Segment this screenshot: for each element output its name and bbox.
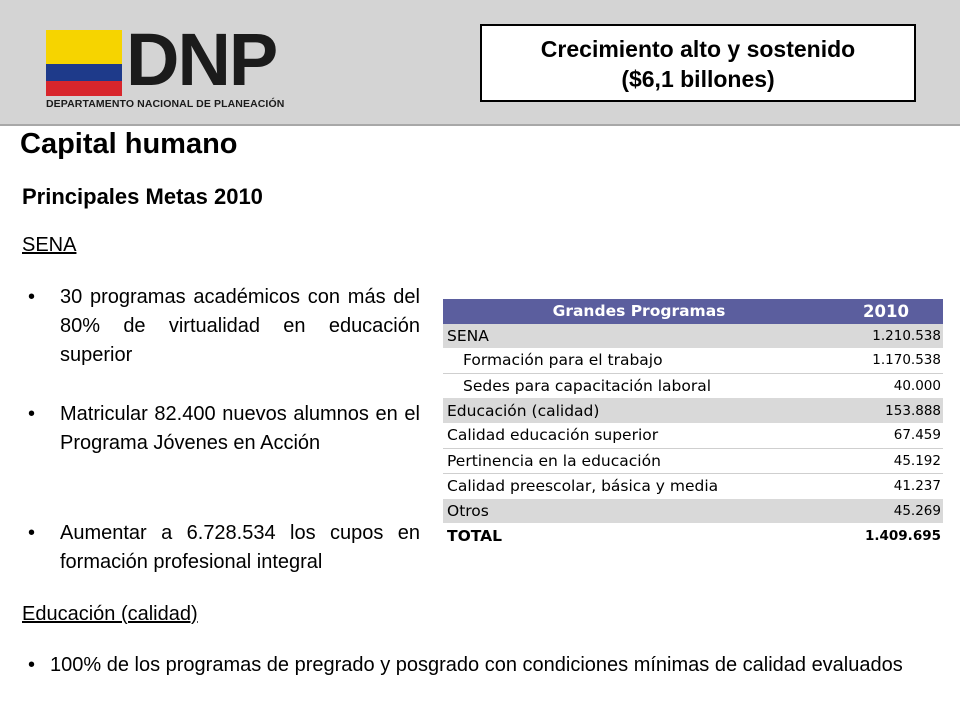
row-value: 40.000 xyxy=(831,372,943,399)
row-value: 153.888 xyxy=(831,398,943,423)
sena-bullet-text: 30 programas académicos con más del 80% … xyxy=(60,286,420,366)
row-label: Calidad preescolar, básica y media xyxy=(443,473,831,499)
sena-heading: SENA xyxy=(22,234,77,256)
table-row: Pertinencia en la educación 45.192 xyxy=(443,447,943,474)
column-header: Grandes Programas xyxy=(443,299,831,324)
row-label: Formación para el trabajo xyxy=(463,351,663,370)
table-row: Calidad educación superior 67.459 xyxy=(443,423,943,448)
table-row: SENA 1.210.538 xyxy=(443,323,943,349)
dnp-logo: DNP DEPARTAMENTO NACIONAL DE PLANEACIÓN xyxy=(46,20,306,110)
bullet-icon: • xyxy=(28,654,36,676)
row-value: 41.237 xyxy=(831,473,943,499)
list-item: • 30 programas académicos con más del 80… xyxy=(28,283,420,373)
table-header-row: Grandes Programas 2010 xyxy=(443,299,943,324)
bullet-icon: • xyxy=(28,522,36,544)
row-label: TOTAL xyxy=(447,526,502,545)
list-item: • Matricular 82.400 nuevos alumnos en el… xyxy=(28,400,420,490)
row-value: 1.210.538 xyxy=(831,323,943,349)
education-heading: Educación (calidad) xyxy=(22,603,198,625)
row-value: 1.170.538 xyxy=(872,352,941,369)
subtitle: Principales Metas 2010 xyxy=(22,184,263,209)
table-row: Sedes para capacitación laboral 40.000 xyxy=(443,372,943,399)
row-label: Pertinencia en la educación xyxy=(443,447,831,474)
sena-bullet-text: Aumentar a 6.728.534 los cupos en formac… xyxy=(60,522,420,573)
education-bullet-text: 100% de los programas de pregrado y posg… xyxy=(50,654,903,676)
table-row: Formación para el trabajo 1.170.538 xyxy=(443,348,943,373)
logo-subtext: DEPARTAMENTO NACIONAL DE PLANEACIÓN xyxy=(46,98,285,110)
sena-bullet-text: Matricular 82.400 nuevos alumnos en el P… xyxy=(60,403,420,454)
section-title: Capital humano xyxy=(20,128,238,160)
row-label: SENA xyxy=(443,323,831,349)
slide-title-line1: Crecimiento alto y sostenido xyxy=(540,36,856,62)
table-total-row: TOTAL 1.409.695 xyxy=(443,523,943,548)
row-value: 45.192 xyxy=(831,447,943,474)
table-row: Otros 45.269 xyxy=(443,498,943,524)
list-item: • Aumentar a 6.728.534 los cupos en form… xyxy=(28,519,420,581)
row-label: Educación (calidad) xyxy=(443,398,831,423)
colombia-flag-icon xyxy=(46,30,122,96)
row-value: 1.409.695 xyxy=(864,527,941,544)
row-label: Sedes para capacitación laboral xyxy=(443,372,831,399)
row-value: 45.269 xyxy=(831,498,943,524)
logo-text: DNP xyxy=(126,18,278,101)
slide-title-line2: ($6,1 billones) xyxy=(621,66,775,92)
table-row: Educación (calidad) 153.888 xyxy=(443,398,943,423)
column-header: 2010 xyxy=(831,299,943,324)
header-divider xyxy=(0,124,960,126)
row-label: Calidad educación superior xyxy=(447,426,659,445)
row-value: 67.459 xyxy=(893,427,941,444)
row-label: Otros xyxy=(443,498,831,524)
programs-table: Grandes Programas 2010 SENA 1.210.538 Fo… xyxy=(443,299,943,548)
list-item: • 100% de los programas de pregrado y po… xyxy=(28,651,948,713)
bullet-icon: • xyxy=(28,403,36,425)
bullet-icon: • xyxy=(28,286,36,308)
table-row: Calidad preescolar, básica y media 41.23… xyxy=(443,473,943,499)
slide-title-box: Crecimiento alto y sostenido ($6,1 billo… xyxy=(480,24,916,102)
